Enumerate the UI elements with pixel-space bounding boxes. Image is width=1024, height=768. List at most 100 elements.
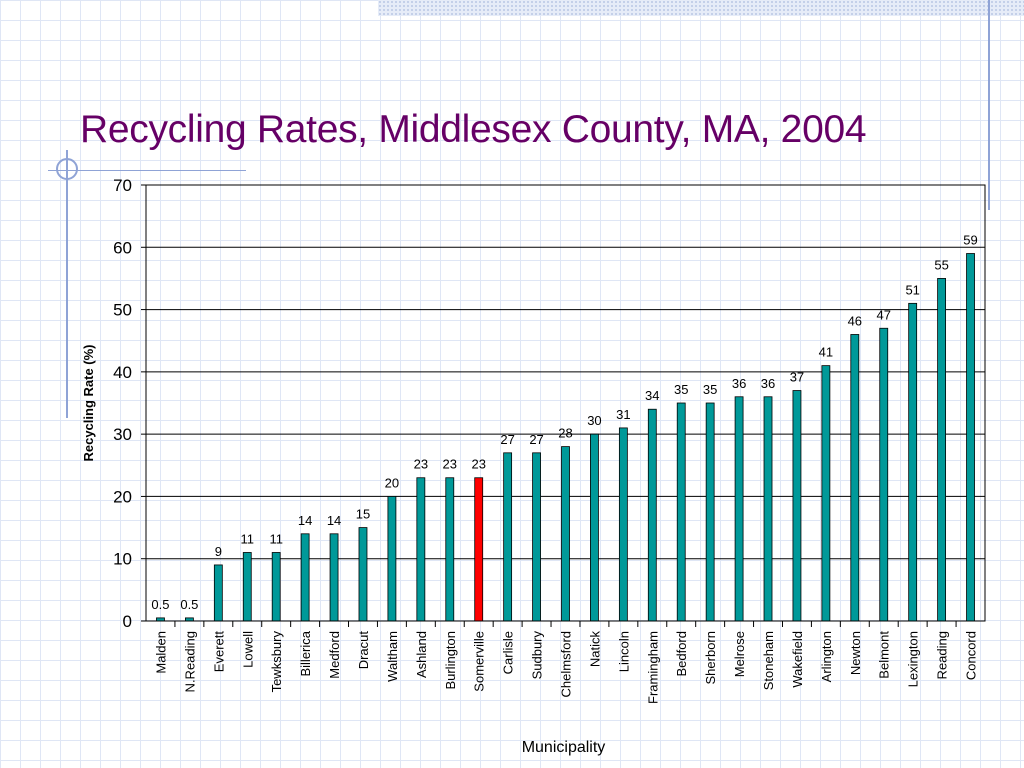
data-label: 31 [616,407,630,422]
x-tick-label: Natick [587,631,602,668]
data-label: 34 [645,388,659,403]
data-label: 46 [848,313,862,328]
bar-tewksbury [271,552,281,622]
data-label: 14 [327,513,341,528]
bar-arlington [821,365,831,622]
x-tick-label: Bedford [674,631,689,677]
bar-billerica [300,533,310,622]
bar-somerville [474,477,484,622]
bar-sudbury [532,452,541,622]
y-tick-label: 20 [113,487,132,506]
data-label: 0.5 [151,597,169,612]
bar-lexington [908,302,918,622]
data-label: 23 [414,457,428,472]
y-tick-label: 30 [113,425,132,444]
bars [156,253,975,622]
bar-belmont [879,327,889,622]
bar-lincoln [618,427,628,622]
data-label: 41 [819,345,833,360]
data-label: 20 [385,475,399,490]
data-label: 9 [215,544,222,559]
x-tick-label: Melrose [732,631,747,677]
bar-carlisle [503,452,513,622]
data-label: 36 [732,376,746,391]
x-tick-label: Everett [211,631,226,673]
decor-left-vertical-line [66,150,68,418]
y-tick-label: 50 [113,301,132,320]
y-tick-label: 0 [123,612,132,631]
x-tick-label: Reading [935,631,950,679]
x-tick-label: Sudbury [530,631,545,680]
y-tick-label: 10 [113,550,132,569]
bar-medford [329,533,339,622]
x-tick-label: Dracut [356,631,371,670]
x-axis-ticks: Malden N.Reading Everett Lowell Tewksbury Bil… [153,621,979,704]
bar-sherborn [705,402,715,622]
y-tick-label: 40 [113,363,132,382]
bar-everett [213,564,223,622]
data-label: 37 [790,370,804,385]
slide-title: Recycling Rates, Middlesex County, MA, 2… [80,108,867,151]
data-label: 23 [471,457,485,472]
bar-newton [850,334,860,622]
data-label: 55 [934,257,948,272]
header-decor-band [378,0,1024,16]
y-axis-title: Recycling Rate (%) [81,344,96,461]
bar-chelmsford [561,446,570,622]
bar-framingham [647,408,657,622]
data-label: 36 [761,376,775,391]
x-tick-label: Carlisle [501,631,516,674]
x-tick-label: Sherborn [703,631,718,684]
x-tick-label: Concord [964,631,979,680]
bar-lowell [242,552,252,622]
bar-bedford [676,402,686,622]
x-tick-label: Ashland [414,631,429,678]
bar-waltham [387,496,397,622]
x-tick-label: Belmont [877,631,892,679]
y-axis-ticks: 0 10 20 30 40 50 60 70 [113,176,146,631]
bar-dracut [358,527,368,622]
x-tick-label: Newton [848,631,863,675]
x-tick-label: Arlington [819,631,834,682]
data-label: 28 [558,426,572,441]
bar-burlington [445,477,455,622]
bar-concord [966,253,975,622]
x-tick-label: Stoneham [761,631,776,690]
plot-area-frame [145,184,986,622]
decor-circle-icon [56,158,78,180]
x-tick-label: Lowell [240,631,255,668]
x-tick-label: Framingham [645,631,660,704]
x-tick-label: Lexington [906,631,921,687]
data-label: 35 [703,382,717,397]
x-tick-label: Lincoln [616,631,631,672]
x-tick-label: Medford [327,631,342,679]
x-tick-label: Somerville [472,631,487,692]
x-axis-title: Municipality [522,739,606,756]
data-label: 27 [529,432,543,447]
x-tick-label: Wakefield [790,631,805,688]
bar-stoneham [763,396,773,622]
x-tick-label: Waltham [385,631,400,682]
bar-natick [590,433,599,622]
y-tick-label: 60 [113,238,132,257]
x-tick-label: Tewksbury [269,631,284,693]
x-tick-label: Malden [153,631,168,674]
x-tick-label: Chelmsford [559,631,574,697]
data-label: 47 [877,307,891,322]
data-label: 23 [443,457,457,472]
bar-wakefield [792,390,802,622]
data-label: 35 [674,382,688,397]
data-label: 11 [269,531,283,546]
data-label: 11 [241,531,255,546]
bar-reading [937,278,947,622]
bar-melrose [734,396,744,622]
x-tick-label: Billerica [298,630,313,676]
x-tick-label: N.Reading [182,631,197,692]
decor-vertical-line [988,0,990,210]
x-tick-label: Burlington [443,631,458,690]
data-label: 59 [963,233,977,248]
data-labels: 0.5 0.5 9 11 11 14 14 15 20 23 23 23 27 27 28 30 31 34 35 3… [151,233,977,612]
bar-ashland [416,477,426,622]
data-label: 51 [905,282,919,297]
